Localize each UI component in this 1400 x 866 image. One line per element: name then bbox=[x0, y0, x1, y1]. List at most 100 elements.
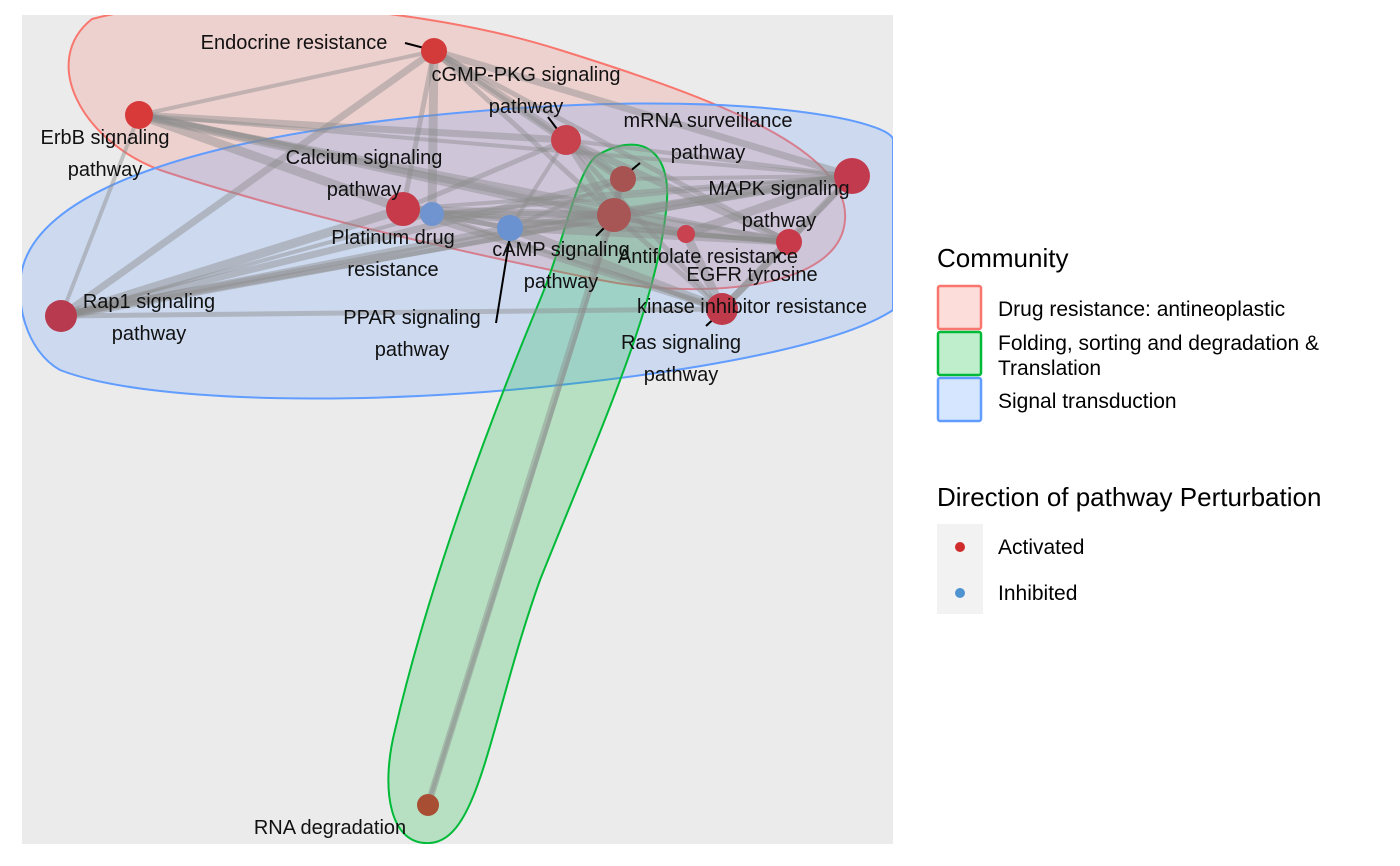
edge-endocrine-center bbox=[431, 48, 617, 218]
node-label-rnadeg: RNA degradation bbox=[254, 817, 406, 839]
edge-center-platinum bbox=[428, 210, 618, 219]
edges bbox=[56, 46, 857, 809]
legend-community-label-2: Signal transduction bbox=[998, 390, 1177, 413]
node-label-calcium: pathway bbox=[327, 179, 402, 201]
community-hulls bbox=[22, 15, 893, 844]
community-hull-2 bbox=[22, 102, 893, 400]
edge-erbb-antifolate bbox=[134, 110, 691, 239]
legend-community-swatch-2 bbox=[936, 376, 983, 423]
legend-direction-label-0: Activated bbox=[998, 536, 1084, 559]
edge-erbb-mapk bbox=[137, 113, 854, 178]
node-label-mrna: pathway bbox=[671, 142, 746, 164]
edge-calcium-mapk bbox=[401, 174, 854, 211]
edge-mapk-platinum bbox=[430, 174, 854, 216]
node-endocrine[interactable] bbox=[421, 38, 447, 64]
node-antifolate[interactable] bbox=[677, 225, 695, 243]
node-label-antifolate: Antifolate resistance bbox=[618, 246, 798, 268]
edge-endocrine-rap1 bbox=[57, 47, 438, 320]
edge-endocrine-platinum bbox=[427, 46, 439, 219]
node-label-mapk: MAPK signaling bbox=[708, 178, 849, 200]
edge-center-ras bbox=[611, 212, 725, 312]
edge-endocrine-calcium bbox=[400, 48, 437, 212]
node-label-camp: cAMP signaling bbox=[492, 239, 629, 261]
edge-camp-egfr bbox=[506, 224, 793, 246]
edge-mapk-rap1 bbox=[58, 173, 855, 319]
legend-community-title: Community bbox=[937, 243, 1068, 273]
edge-erbb-egfr bbox=[136, 112, 792, 245]
edge-rap1-camp bbox=[57, 224, 514, 320]
edge-calcium-egfr bbox=[400, 206, 792, 245]
edge-camp-platinum bbox=[429, 211, 513, 231]
edge-cgmp-ras bbox=[563, 137, 725, 312]
node-camp[interactable] bbox=[497, 215, 523, 241]
node-label-ras: Ras signaling bbox=[621, 332, 741, 354]
node-label-mapk: pathway bbox=[742, 210, 817, 232]
legend-community-label-1: Translation bbox=[998, 357, 1101, 380]
edge-erbb-calcium bbox=[134, 110, 408, 214]
edge-endocrine-erbb bbox=[137, 49, 436, 117]
edge-mapk-antifolate bbox=[681, 171, 857, 239]
legend-direction-label-1: Inhibited bbox=[998, 582, 1077, 605]
edge-cgmp-egfr bbox=[562, 136, 793, 246]
legend-community-label-0: Drug resistance: antineoplastic bbox=[998, 298, 1285, 321]
edge-erbb-cgmp bbox=[135, 111, 570, 144]
edge-platinum-ras bbox=[430, 212, 724, 311]
edge-center-egfr bbox=[609, 210, 794, 247]
legend-community-swatch-1 bbox=[936, 330, 983, 377]
edge-camp-ras bbox=[505, 223, 727, 314]
edge-erbb-center bbox=[135, 111, 618, 219]
node-calcium[interactable] bbox=[386, 192, 420, 226]
edge-erbb-rap1 bbox=[59, 113, 141, 318]
node-label-egfr: EGFR tyrosine bbox=[686, 264, 817, 286]
legend-direction-key-background bbox=[937, 524, 983, 614]
node-rnadeg[interactable] bbox=[417, 794, 439, 816]
edge-cgmp-calcium bbox=[400, 137, 569, 212]
node-mrna[interactable] bbox=[610, 166, 636, 192]
edge-mapk-camp bbox=[506, 172, 856, 232]
legend-community-label-1: Folding, sorting and degradation & bbox=[998, 332, 1319, 355]
node-ras[interactable] bbox=[706, 293, 738, 325]
edge-mrna-rnadeg bbox=[424, 175, 627, 809]
node-label-ppar: PPAR signaling bbox=[343, 307, 480, 329]
edge-egfr-antifolate bbox=[683, 231, 792, 245]
node-label-rap1: pathway bbox=[112, 323, 187, 345]
node-erbb[interactable] bbox=[125, 101, 153, 129]
edge-center-camp bbox=[508, 213, 616, 230]
edge-camp-mrna bbox=[508, 177, 625, 230]
node-center[interactable] bbox=[597, 198, 631, 232]
node-label-camp: pathway bbox=[524, 271, 599, 293]
node-label-rap1: Rap1 signaling bbox=[83, 291, 215, 313]
edge-mapk-mrna bbox=[621, 174, 854, 181]
node-rap1[interactable] bbox=[45, 300, 77, 332]
edge-center-rnadeg bbox=[426, 213, 616, 807]
node-platinum[interactable] bbox=[420, 202, 444, 226]
edge-mapk-center bbox=[609, 171, 857, 220]
node-label-cgmp: cGMP-PKG signaling bbox=[432, 64, 621, 86]
node-label-egfr: kinase inhibitor resistance bbox=[637, 296, 867, 318]
node-egfr[interactable] bbox=[776, 229, 802, 255]
leader-camp bbox=[495, 235, 511, 324]
node-label-ras: pathway bbox=[644, 364, 719, 386]
edge-endocrine-cgmp bbox=[429, 46, 571, 145]
node-cgmp[interactable] bbox=[551, 125, 581, 155]
node-label-calcium: Calcium signaling bbox=[286, 147, 443, 169]
edge-cgmp-mapk bbox=[564, 138, 854, 178]
node-label-platinum: resistance bbox=[347, 259, 438, 281]
node-label-ppar: pathway bbox=[375, 339, 450, 361]
edge-rap1-ras bbox=[58, 306, 725, 319]
legend-community-swatch-0 bbox=[936, 284, 983, 331]
edge-cgmp-camp bbox=[508, 138, 568, 230]
edge-calcium-rap1 bbox=[56, 204, 408, 321]
legend-direction-dot-0 bbox=[955, 542, 965, 552]
legend-direction-title: Direction of pathway Perturbation bbox=[937, 482, 1321, 512]
node-label-endocrine: Endocrine resistance bbox=[201, 32, 388, 54]
node-mapk[interactable] bbox=[834, 158, 870, 194]
plot-panel bbox=[22, 15, 893, 844]
edge-calcium-ras bbox=[399, 205, 726, 313]
legend: Community Drug resistance: antineoplasti… bbox=[936, 243, 1321, 614]
node-label-cgmp: pathway bbox=[489, 96, 564, 118]
nodes bbox=[45, 38, 870, 816]
community-hull-1 bbox=[387, 143, 669, 844]
edge-endocrine-mapk bbox=[430, 47, 856, 180]
